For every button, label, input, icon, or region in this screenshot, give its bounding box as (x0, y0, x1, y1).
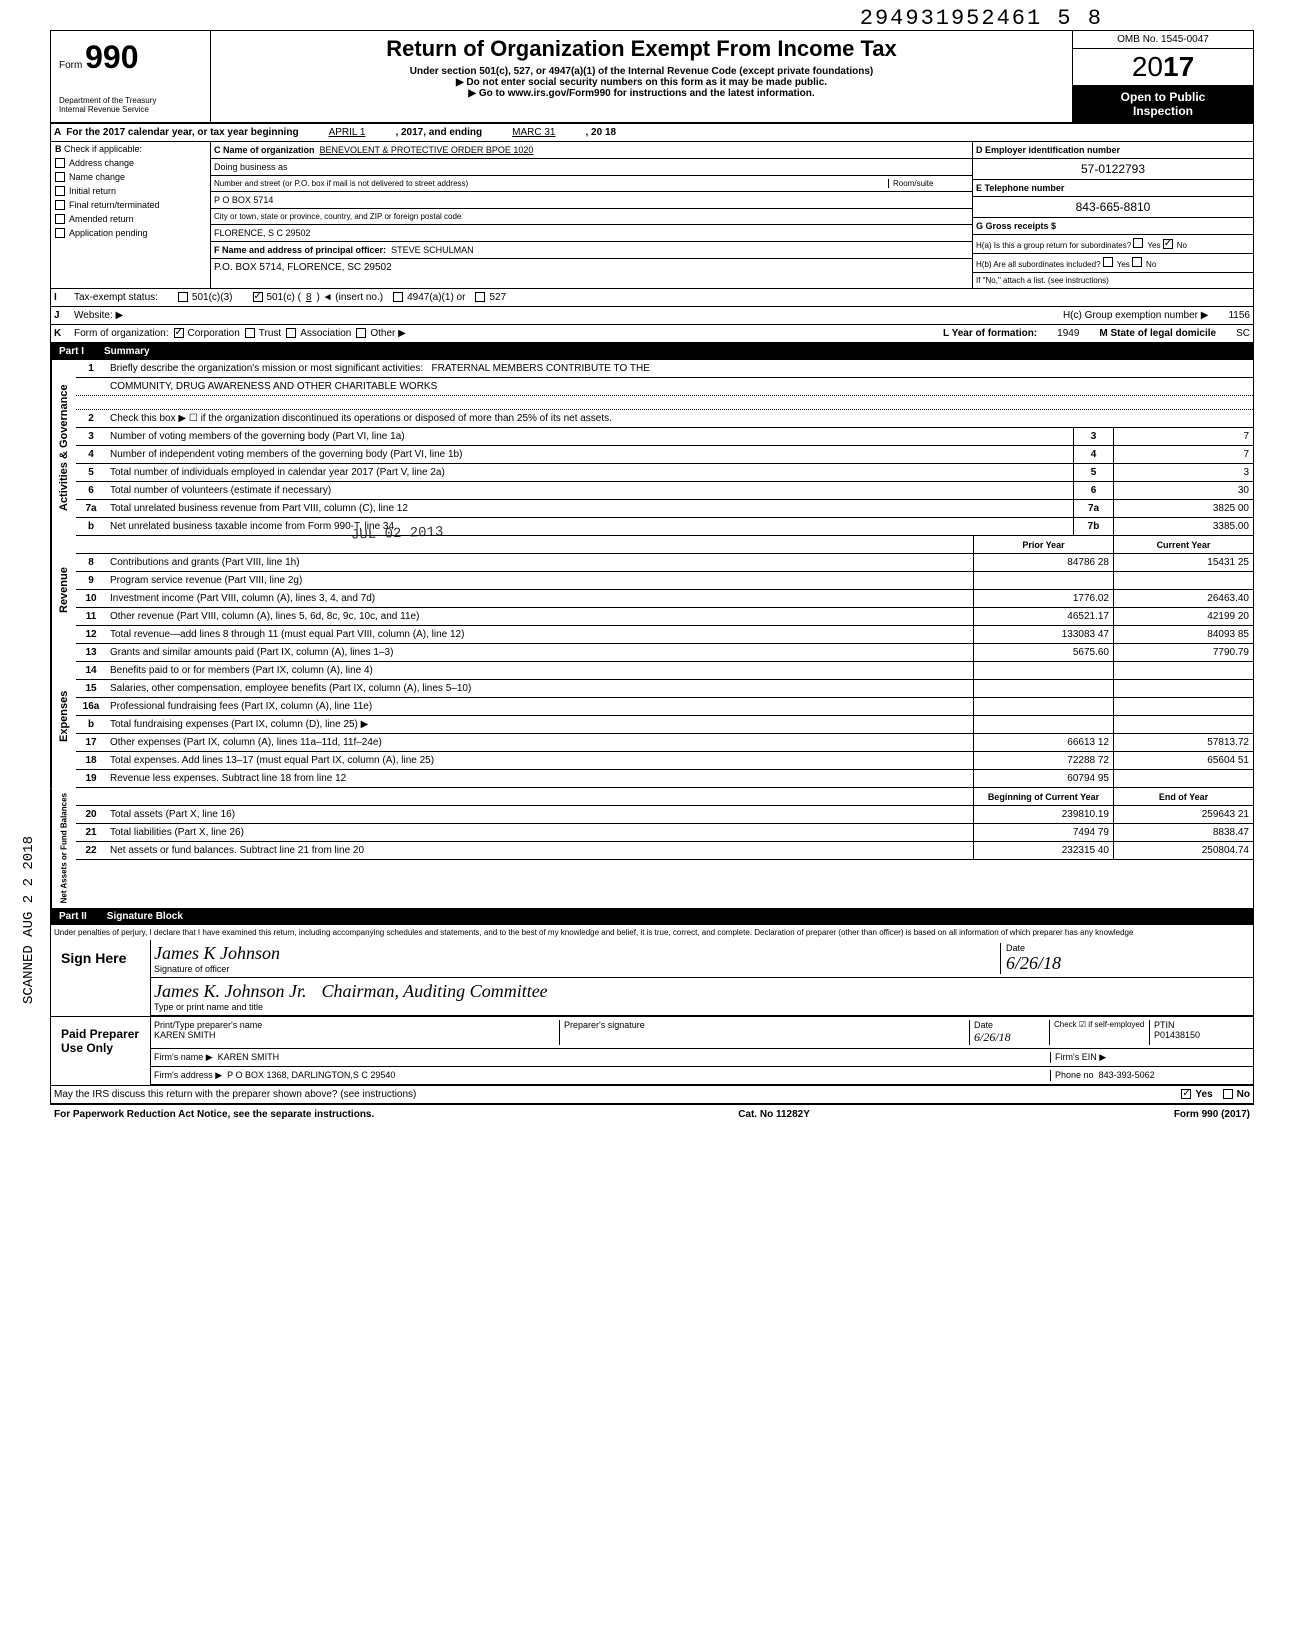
preparer-date: 6/26/18 (974, 1030, 1011, 1044)
org-name: BENEVOLENT & PROTECTIVE ORDER BPOE 1020 (320, 145, 534, 155)
checkbox-final-return[interactable]: Final return/terminated (51, 198, 210, 212)
year-formation: 1949 (1057, 328, 1079, 339)
dba-row: Doing business as (211, 159, 972, 176)
table-row: 7aTotal unrelated business revenue from … (76, 500, 1253, 518)
instruction-1: ▶ Do not enter social security numbers o… (216, 77, 1067, 88)
perjury-statement: Under penalties of perjury, I declare th… (51, 925, 1253, 940)
table-row: 19Revenue less expenses. Subtract line 1… (76, 770, 1253, 788)
table-row: 20Total assets (Part X, line 16)239810.1… (76, 806, 1253, 824)
officer-signature: James K Johnson (154, 943, 280, 963)
phone-value: 843-665-8810 (973, 197, 1253, 218)
table-row: 21Total liabilities (Part X, line 26)749… (76, 824, 1253, 842)
checkbox-initial-return[interactable]: Initial return (51, 184, 210, 198)
table-row: 4Number of independent voting members of… (76, 446, 1253, 464)
mission-line-2: COMMUNITY, DRUG AWARENESS AND OTHER CHAR… (106, 379, 1253, 394)
table-row: 15Salaries, other compensation, employee… (76, 680, 1253, 698)
subtitle: Under section 501(c), 527, or 4947(a)(1)… (216, 66, 1067, 77)
part-1-header: Part I Summary (51, 343, 1253, 360)
checkbox-address-change[interactable]: Address change (51, 156, 210, 170)
table-row: 11Other revenue (Part VIII, column (A), … (76, 608, 1253, 626)
table-row: 8Contributions and grants (Part VIII, li… (76, 554, 1253, 572)
officer-address: P.O. BOX 5714, FLORENCE, SC 29502 (211, 259, 972, 276)
checkbox-name-change[interactable]: Name change (51, 170, 210, 184)
sign-here-label: Sign Here (51, 940, 151, 1016)
stamp-number: 294931952461 5 8 (860, 6, 1103, 31)
net-assets-label: Net Assets or Fund Balances (51, 788, 76, 908)
scanned-stamp: SCANNED AUG 2 2 2018 (21, 836, 37, 1004)
table-row: 14Benefits paid to or for members (Part … (76, 662, 1253, 680)
firm-name: KAREN SMITH (218, 1052, 280, 1062)
governance-label: Activities & Governance (51, 360, 76, 536)
form-prefix: Form (59, 60, 82, 71)
table-row: 6Total number of volunteers (estimate if… (76, 482, 1253, 500)
checkbox-amended[interactable]: Amended return (51, 212, 210, 226)
paid-preparer-label: Paid Preparer Use Only (51, 1017, 151, 1085)
501c-number: 8 (306, 292, 312, 303)
prior-year-header: Prior Year (973, 536, 1113, 553)
tax-year-start: APRIL 1 (329, 127, 366, 138)
table-row: bTotal fundraising expenses (Part IX, co… (76, 716, 1253, 734)
ein-value: 57-0122793 (973, 159, 1253, 180)
expenses-label: Expenses (51, 644, 76, 788)
firm-phone: 843-393-5062 (1099, 1070, 1155, 1080)
footer-left: For Paperwork Reduction Act Notice, see … (54, 1109, 374, 1120)
table-row: 16aProfessional fundraising fees (Part I… (76, 698, 1253, 716)
beginning-year-header: Beginning of Current Year (973, 788, 1113, 805)
form-number: 990 (85, 39, 138, 75)
irs-label: Internal Revenue Service (59, 105, 202, 114)
mission-line-1: FRATERNAL MEMBERS CONTRIBUTE TO THE (432, 363, 650, 374)
end-year-header: End of Year (1113, 788, 1253, 805)
preparer-name: KAREN SMITH (154, 1030, 216, 1040)
revenue-label: Revenue (51, 536, 76, 644)
officer-title: Chairman, Auditing Committee (322, 981, 548, 1001)
table-row: 3Number of voting members of the governi… (76, 428, 1253, 446)
instruction-2: ▶ Go to www.irs.gov/Form990 for instruct… (216, 88, 1067, 99)
table-row: 12Total revenue—add lines 8 through 11 (… (76, 626, 1253, 644)
footer-right: Form 990 (2017) (1174, 1109, 1250, 1120)
state-domicile: SC (1236, 328, 1250, 339)
received-stamp: JUL 02 2013 (351, 524, 444, 543)
street-address: P O BOX 5714 (211, 192, 972, 209)
current-year-header: Current Year (1113, 536, 1253, 553)
city-state-zip: FLORENCE, S C 29502 (211, 225, 972, 242)
principal-officer: STEVE SCHULMAN (391, 245, 474, 255)
checkbox-application-pending[interactable]: Application pending (51, 226, 210, 240)
form-number-cell: Form 990 Department of the Treasury Inte… (51, 31, 211, 122)
signature-date: 6/26/18 (1006, 953, 1061, 973)
ptin-value: P01438150 (1154, 1030, 1200, 1040)
dept-treasury: Department of the Treasury (59, 96, 202, 105)
footer-mid: Cat. No 11282Y (738, 1109, 810, 1120)
table-row: 17Other expenses (Part IX, column (A), l… (76, 734, 1253, 752)
title-cell: Return of Organization Exempt From Incom… (211, 31, 1073, 122)
open-public: Open to Public Inspection (1073, 86, 1253, 122)
firm-address: P O BOX 1368, DARLINGTON,S C 29540 (227, 1070, 395, 1080)
omb-number: OMB No. 1545-0047 (1073, 31, 1253, 49)
group-exemption: 1156 (1228, 310, 1250, 321)
tax-year-end: MARC 31 (512, 127, 555, 138)
form-year: 20201717 (1073, 49, 1253, 86)
table-row: 22Net assets or fund balances. Subtract … (76, 842, 1253, 860)
main-title: Return of Organization Exempt From Incom… (216, 36, 1067, 62)
row-a: A For the 2017 calendar year, or tax yea… (51, 124, 1253, 142)
table-row: bNet unrelated business taxable income f… (76, 518, 1253, 536)
part-2-header: Part II Signature Block (51, 908, 1253, 925)
table-row: 18Total expenses. Add lines 13–17 (must … (76, 752, 1253, 770)
year-cell: OMB No. 1545-0047 20201717 Open to Publi… (1073, 31, 1253, 122)
table-row: 9Program service revenue (Part VIII, lin… (76, 572, 1253, 590)
table-row: 13Grants and similar amounts paid (Part … (76, 644, 1253, 662)
table-row: 10Investment income (Part VIII, column (… (76, 590, 1253, 608)
officer-name-printed: James K. Johnson Jr. (154, 981, 306, 1001)
table-row: 5Total number of individuals employed in… (76, 464, 1253, 482)
section-b: B Check if applicable: Address change Na… (51, 142, 1253, 289)
